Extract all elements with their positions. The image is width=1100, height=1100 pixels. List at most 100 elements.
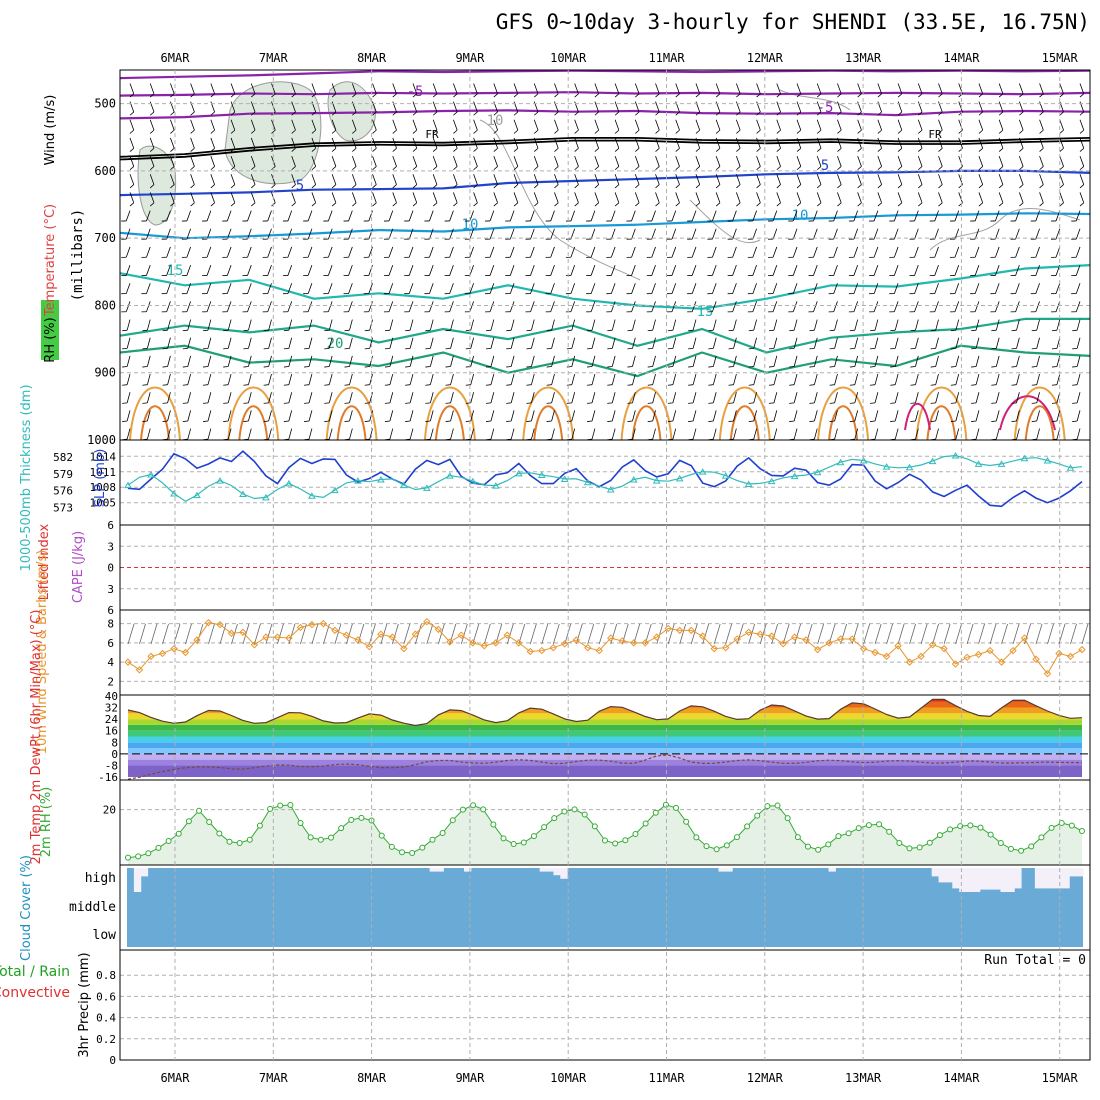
wind-barb — [186, 246, 192, 258]
x-tick-label-top: 12MAR — [747, 51, 784, 65]
wind-barb-flag — [392, 111, 397, 116]
wind-barb — [291, 155, 296, 167]
wind-barb — [533, 174, 539, 185]
wind-speed-marker — [538, 646, 546, 655]
wind-barb — [291, 83, 296, 94]
wind-barb — [792, 228, 798, 240]
isotherm--8 — [119, 69, 1091, 80]
wind-barb — [874, 392, 879, 403]
x-tick-label-top: 14MAR — [943, 51, 980, 65]
rh-marker — [236, 840, 243, 847]
wind-barb — [998, 101, 1004, 113]
wind-barb — [590, 301, 596, 312]
contour-label: 15 — [697, 304, 714, 320]
wind-barb — [614, 119, 620, 131]
wind-barb-flag — [223, 420, 229, 422]
wind-barb-flag — [243, 366, 249, 368]
wind-barb — [146, 228, 151, 240]
wind-barb — [671, 301, 677, 312]
wind-barb — [854, 373, 859, 385]
bl-temp-contour — [140, 405, 170, 441]
wind-barb-flag — [756, 111, 761, 116]
wind-barb — [473, 83, 478, 94]
wind-barb-flag — [291, 202, 296, 207]
wind-barb — [368, 283, 373, 294]
rh-marker — [551, 815, 558, 822]
wind-barb — [187, 319, 192, 331]
wind-barb — [914, 246, 919, 258]
wind-barb — [530, 264, 535, 276]
cloud-clear-cell — [952, 868, 960, 889]
bl-temp-contour — [434, 405, 465, 441]
wind-barb-10m — [403, 623, 411, 645]
wind-barb — [610, 301, 616, 312]
wind-barb-flag — [918, 184, 923, 189]
wind-barb — [207, 373, 212, 385]
wind-barb-flag — [667, 329, 673, 332]
wind-barb-flag — [311, 147, 316, 152]
wind-barb-flag — [667, 366, 673, 368]
wind-speed-marker — [296, 623, 305, 632]
wind-barb — [1036, 428, 1040, 440]
wind-barb-flag — [587, 347, 593, 350]
wind-barb — [1016, 392, 1020, 403]
wind-barb — [995, 264, 1000, 276]
wind-barb-flag — [877, 202, 882, 207]
wind-barb — [672, 410, 677, 422]
wind-barb-flag — [736, 202, 741, 207]
wind-barb — [530, 210, 535, 222]
wind-barb-flag — [715, 184, 721, 189]
wind-barb — [631, 264, 636, 276]
wind-barb-flag — [978, 147, 983, 152]
wind-barb — [429, 373, 434, 385]
wind-barb — [873, 283, 879, 294]
wind-barb-flag — [958, 184, 963, 189]
wind-barb-flag — [149, 147, 155, 152]
wind-barb-flag — [533, 93, 539, 98]
wind-barb — [227, 373, 232, 385]
wind-barb-flag — [149, 202, 155, 207]
wind-barb — [166, 246, 171, 258]
wind-barb — [1015, 228, 1020, 240]
wind-barb-flag — [546, 366, 552, 368]
rh-marker — [338, 825, 345, 832]
wind-barb-flag — [513, 111, 519, 116]
wind-barb — [1039, 192, 1044, 203]
wind-barb — [307, 210, 313, 222]
wind-barb — [473, 155, 478, 167]
wind-barb-flag — [796, 184, 802, 189]
wind-barb — [268, 337, 272, 349]
wind-barb-10m — [886, 623, 893, 645]
wind-barb — [1055, 246, 1061, 258]
wind-barb — [372, 137, 377, 149]
wind-barb — [692, 410, 697, 422]
wind-barb-flag — [384, 347, 390, 350]
wind-barb — [894, 428, 899, 440]
wind-barb-flag — [614, 184, 620, 189]
wind-barb — [429, 264, 434, 276]
wind-barb — [675, 83, 680, 94]
wind-barb — [712, 283, 717, 294]
wind-speed-marker — [951, 660, 960, 668]
wind-barb-flag — [594, 166, 599, 171]
wind-barb-flag — [958, 202, 963, 207]
precip-axis-label: 3hr Precip (mm) — [77, 952, 92, 1057]
wind-barb — [328, 428, 333, 440]
wind-barb — [250, 155, 256, 167]
wind-barb-flag — [202, 384, 209, 386]
wind-barb-flag — [614, 111, 620, 116]
rh-marker — [145, 850, 152, 857]
wind-barb — [772, 264, 778, 276]
wind-speed-marker — [664, 624, 672, 633]
bl-temp-contour-hot — [904, 402, 931, 431]
wind-barb-flag — [607, 384, 613, 386]
wind-barb-flag — [432, 93, 438, 98]
wind-barb — [796, 101, 802, 113]
cloud-clear-cell — [1055, 868, 1063, 889]
wind-speed-marker — [204, 618, 213, 627]
wind-barb — [776, 83, 781, 94]
wind-barb — [1039, 155, 1044, 167]
wind-barb — [995, 210, 1000, 222]
wind-barb — [307, 283, 313, 294]
rh-marker — [612, 840, 619, 847]
